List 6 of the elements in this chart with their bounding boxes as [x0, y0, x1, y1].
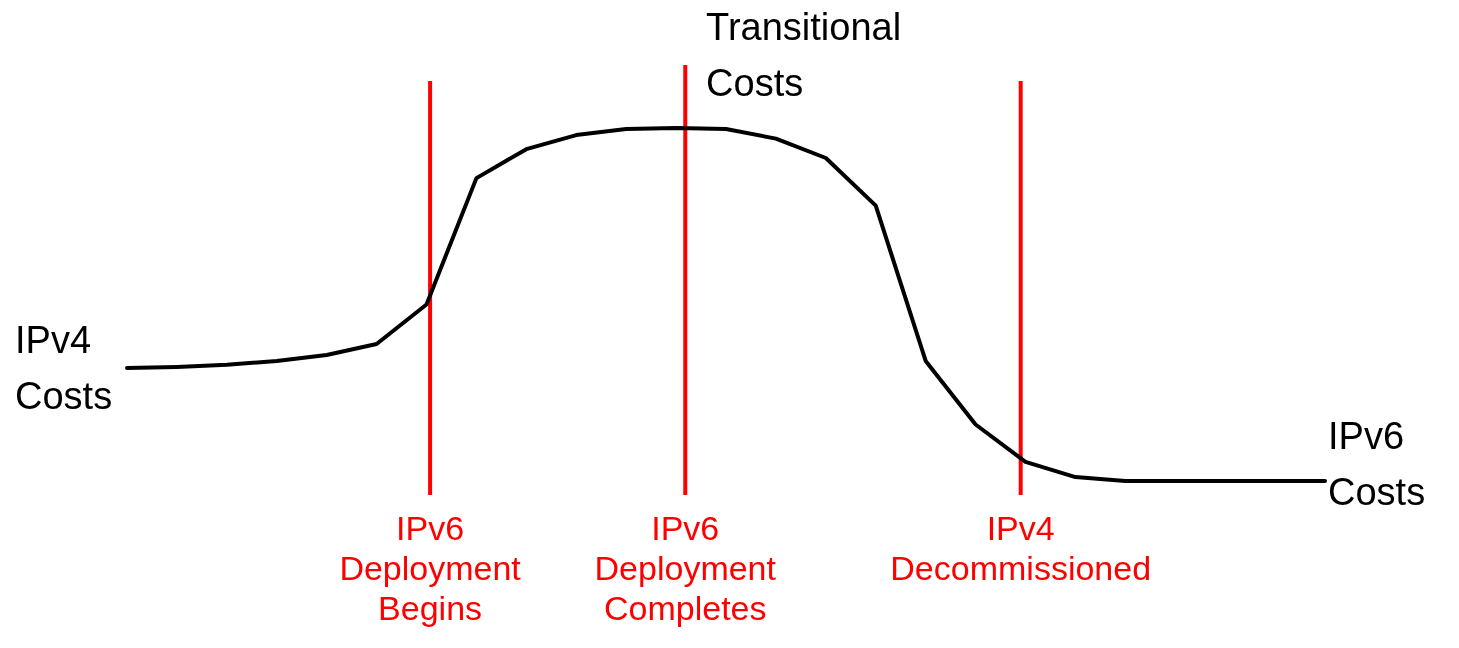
text: IPv4 Decommissioned	[890, 509, 1152, 587]
text: Transitional Costs	[706, 6, 902, 104]
annotation: IPv4 Costs	[15, 319, 113, 418]
annotation: IPv6 Costs	[1328, 415, 1426, 513]
text: IPv6 Deployment Completes	[594, 509, 777, 627]
text: IPv6 Deployment Begins	[339, 509, 522, 627]
